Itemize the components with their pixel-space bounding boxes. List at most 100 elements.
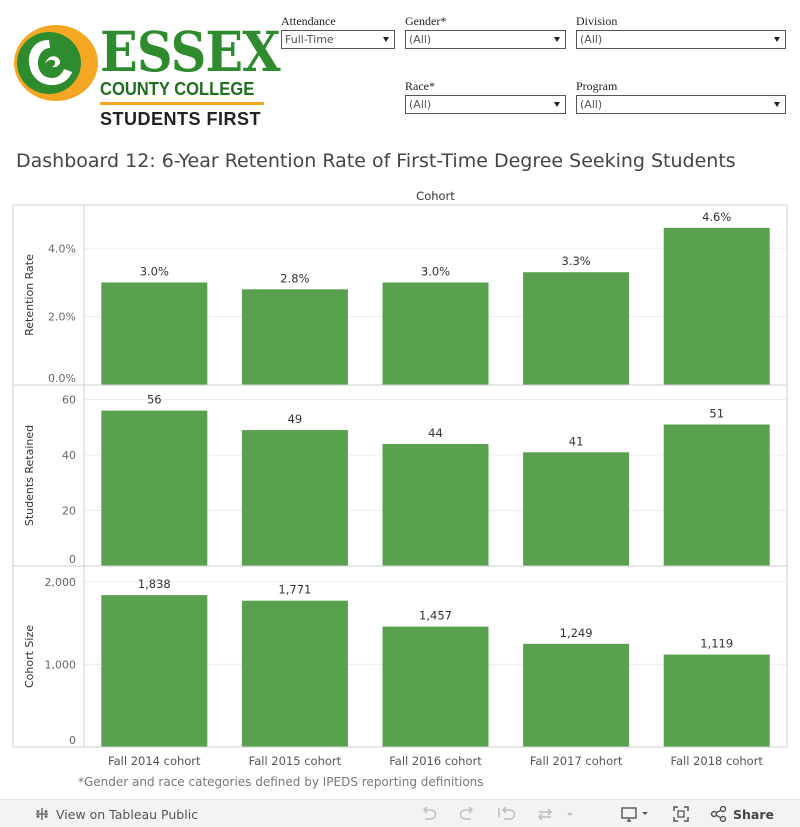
x-tick-label: Fall 2014 cohort	[108, 754, 201, 768]
revert-button[interactable]	[497, 800, 517, 827]
filter-attendance-dropdown[interactable]: Full-Time	[281, 30, 395, 49]
filter-gender-value: (All)	[409, 33, 432, 46]
bar	[101, 595, 208, 747]
fullscreen-button[interactable]	[672, 800, 690, 827]
filter-attendance-label: Attendance	[281, 14, 336, 28]
refresh-icon	[537, 808, 573, 821]
filter-program-label: Program	[576, 79, 618, 93]
y-axis-label: Cohort Size	[23, 625, 36, 688]
bar	[523, 272, 630, 385]
bar	[663, 424, 770, 566]
share-label: Share	[733, 806, 774, 822]
chevron-down-icon	[383, 37, 389, 42]
data-label: 51	[709, 407, 724, 421]
redo-button[interactable]	[458, 800, 476, 827]
logo-tagline: STUDENTS FIRST	[100, 109, 262, 129]
data-label: 4.6%	[702, 210, 731, 224]
footnote: *Gender and race categories defined by I…	[78, 775, 484, 789]
y-tick-label: 4.0%	[48, 242, 76, 255]
data-label: 44	[428, 426, 443, 440]
y-tick-label: 0.0%	[48, 372, 76, 385]
filter-gender-label: Gender*	[405, 14, 447, 28]
redo-icon	[459, 806, 474, 820]
filter-division-label: Division	[576, 14, 618, 28]
chevron-down-icon	[554, 37, 560, 42]
logo-rule	[100, 102, 264, 105]
bar	[382, 626, 489, 747]
y-axis-label: Students Retained	[23, 425, 36, 526]
filter-gender-dropdown[interactable]: (All)	[405, 30, 566, 49]
bar	[101, 410, 208, 566]
y-tick-label: 2.0%	[48, 311, 76, 324]
bar	[382, 282, 489, 385]
y-tick-label: 2,000	[45, 576, 77, 589]
filter-race-dropdown[interactable]: (All)	[405, 95, 566, 114]
data-label: 1,771	[278, 583, 311, 597]
filter-attendance-value: Full-Time	[285, 33, 334, 46]
y-tick-label: 0	[69, 734, 76, 747]
data-label: 1,249	[560, 626, 593, 640]
filter-program: Program (All)	[576, 79, 786, 114]
y-tick-label: 0	[69, 553, 76, 566]
x-tick-label: Fall 2015 cohort	[249, 754, 342, 768]
y-axis-label: Retention Rate	[23, 254, 36, 336]
logo-wordmark: ESSEX	[100, 19, 281, 84]
filter-program-dropdown[interactable]: (All)	[576, 95, 786, 114]
filter-program-value: (All)	[580, 98, 603, 111]
bar	[523, 452, 630, 566]
undo-button[interactable]	[420, 800, 438, 827]
chevron-down-icon	[774, 37, 780, 42]
retention-chart: Cohort 0.0% 2.0% 4.0% Retention Rate 3.0% 2.8%…	[12, 189, 788, 768]
bar	[241, 289, 348, 385]
share-icon	[710, 806, 727, 822]
data-label: 56	[147, 393, 162, 407]
filter-race: Race* (All)	[405, 79, 566, 114]
y-tick-label: 20	[62, 505, 76, 518]
filter-race-label: Race*	[405, 79, 435, 93]
data-label: 3.0%	[140, 264, 169, 278]
filter-division-dropdown[interactable]: (All)	[576, 30, 786, 49]
data-label: 1,119	[700, 637, 733, 651]
data-label: 1,457	[419, 609, 452, 623]
bar	[523, 643, 630, 747]
chevron-down-icon	[554, 102, 560, 107]
data-label: 3.0%	[421, 264, 450, 278]
filter-division: Division (All)	[576, 14, 786, 49]
y-tick-label: 1,000	[45, 658, 77, 671]
data-label: 1,838	[138, 577, 171, 591]
fullscreen-icon	[673, 806, 689, 822]
bar	[382, 443, 489, 566]
bar	[241, 600, 348, 747]
data-label: 49	[288, 412, 303, 426]
view-on-tableau-public-link[interactable]: View on Tableau Public	[34, 800, 198, 827]
bar	[663, 654, 770, 747]
bar	[241, 430, 348, 566]
filter-division-value: (All)	[580, 33, 603, 46]
y-tick-label: 40	[62, 449, 76, 462]
revert-icon	[498, 806, 516, 820]
y-tick-label: 60	[62, 394, 76, 407]
x-tick-label: Fall 2017 cohort	[530, 754, 623, 768]
filter-attendance: Attendance Full-Time	[281, 14, 395, 49]
college-logo: ESSEX COUNTY COLLEGE STUDENTS FIRST	[8, 20, 281, 132]
chevron-down-icon	[774, 102, 780, 107]
undo-icon	[422, 806, 437, 820]
filter-race-value: (All)	[409, 98, 432, 111]
device-layout-button[interactable]	[620, 800, 654, 827]
bar	[663, 227, 770, 385]
x-tick-label: Fall 2018 cohort	[670, 754, 763, 768]
logo-subtitle: COUNTY COLLEGE	[100, 79, 255, 99]
tableau-logo-icon	[36, 808, 48, 820]
tableau-toolbar: View on Tableau Public Share	[0, 799, 800, 827]
data-label: 3.3%	[561, 254, 590, 268]
data-label: 41	[569, 434, 584, 448]
x-tick-label: Fall 2016 cohort	[389, 754, 482, 768]
share-button[interactable]: Share	[710, 800, 774, 827]
bar	[101, 282, 208, 385]
dashboard-title: Dashboard 12: 6-Year Retention Rate of F…	[16, 150, 736, 172]
view-on-tableau-public-label: View on Tableau Public	[56, 806, 199, 822]
filter-gender: Gender* (All)	[405, 14, 566, 49]
monitor-icon	[621, 807, 648, 822]
college-emblem-icon	[14, 25, 98, 101]
refresh-button[interactable]	[536, 800, 576, 827]
